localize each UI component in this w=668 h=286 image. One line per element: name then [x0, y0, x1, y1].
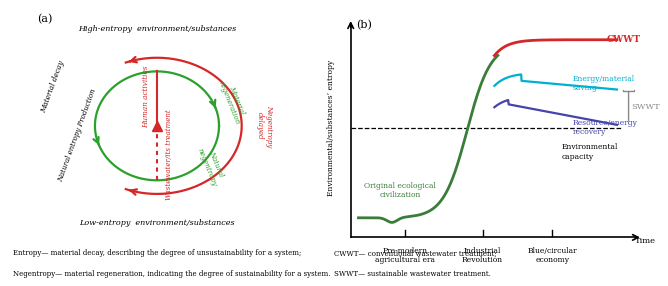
Text: (b): (b)	[356, 20, 372, 31]
Text: Pre-modern
agricultural era: Pre-modern agricultural era	[375, 247, 435, 264]
Text: Time: Time	[635, 237, 656, 245]
Text: High-entropy  environment/substances: High-entropy environment/substances	[78, 25, 236, 33]
Text: Low-entropy  environment/substances: Low-entropy environment/substances	[79, 219, 234, 227]
Text: Industrial
Revolution: Industrial Revolution	[462, 247, 503, 264]
Text: SWWT: SWWT	[631, 103, 660, 111]
Text: Material decay: Material decay	[39, 59, 65, 114]
Text: Original ecological
civilization: Original ecological civilization	[364, 182, 436, 199]
Text: Environmental/substances’ entropy: Environmental/substances’ entropy	[327, 60, 335, 196]
Text: CWWT: CWWT	[607, 35, 641, 44]
Text: Resource/energy
recovery: Resource/energy recovery	[573, 119, 638, 136]
Text: Negentropy
delayed: Negentropy delayed	[256, 105, 273, 147]
Text: Energy/material
saving: Energy/material saving	[573, 75, 635, 92]
Text: Human activities: Human activities	[142, 66, 150, 128]
Text: Negentropy— material regeneration, indicating the degree of sustainability for a: Negentropy— material regeneration, indic…	[13, 270, 331, 278]
Text: SWWT— sustainable wastewater treatment.: SWWT— sustainable wastewater treatment.	[334, 270, 491, 278]
Text: Blue/circular
economy: Blue/circular economy	[528, 247, 577, 264]
Text: Natural entropy Production: Natural entropy Production	[57, 87, 98, 183]
Text: Entropy— material decay, describing the degree of unsustainability for a system;: Entropy— material decay, describing the …	[13, 249, 302, 257]
Text: Material
regeneration: Material regeneration	[216, 77, 249, 126]
Text: (a): (a)	[37, 14, 53, 24]
Text: CWWT— conventional wastewater treatment;: CWWT— conventional wastewater treatment;	[334, 249, 496, 257]
Text: Wastewater/its treatment: Wastewater/its treatment	[165, 109, 173, 200]
Text: Natural
negentropy: Natural negentropy	[196, 143, 227, 187]
Text: Environmental
capacity: Environmental capacity	[561, 144, 618, 161]
